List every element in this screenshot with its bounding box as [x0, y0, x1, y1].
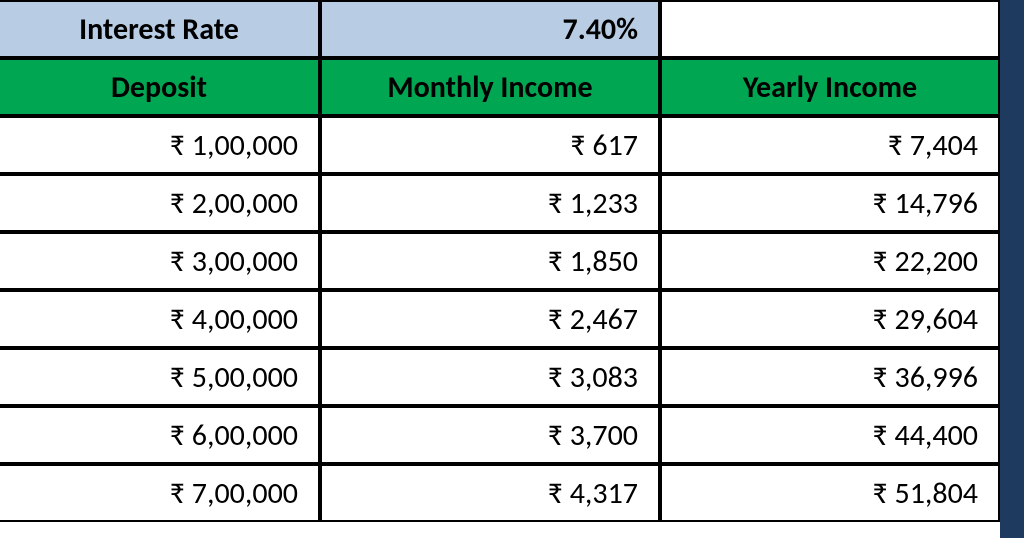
cell-deposit: ₹ 5,00,000 [0, 348, 320, 406]
cell-deposit: ₹ 2,00,000 [0, 174, 320, 232]
cell-deposit: ₹ 4,00,000 [0, 290, 320, 348]
table-row: ₹ 7,00,000 ₹ 4,317 ₹ 51,804 [0, 464, 1000, 522]
cell-yearly: ₹ 51,804 [660, 464, 1000, 522]
side-strip [1000, 0, 1024, 538]
income-table: Interest Rate 7.40% Deposit Monthly Inco… [0, 0, 1000, 522]
cell-deposit: ₹ 7,00,000 [0, 464, 320, 522]
interest-rate-empty [660, 0, 1000, 58]
cell-yearly: ₹ 44,400 [660, 406, 1000, 464]
interest-rate-label: Interest Rate [0, 0, 320, 58]
cell-yearly: ₹ 36,996 [660, 348, 1000, 406]
cell-deposit: ₹ 1,00,000 [0, 116, 320, 174]
table-row: ₹ 3,00,000 ₹ 1,850 ₹ 22,200 [0, 232, 1000, 290]
cell-yearly: ₹ 22,200 [660, 232, 1000, 290]
interest-rate-value: 7.40% [320, 0, 660, 58]
table-row: ₹ 1,00,000 ₹ 617 ₹ 7,404 [0, 116, 1000, 174]
cell-yearly: ₹ 14,796 [660, 174, 1000, 232]
table-row: ₹ 4,00,000 ₹ 2,467 ₹ 29,604 [0, 290, 1000, 348]
column-header-yearly: Yearly Income [660, 58, 1000, 116]
cell-monthly: ₹ 2,467 [320, 290, 660, 348]
cell-monthly: ₹ 3,083 [320, 348, 660, 406]
income-table-container: Interest Rate 7.40% Deposit Monthly Inco… [0, 0, 1000, 522]
table-body: ₹ 1,00,000 ₹ 617 ₹ 7,404 ₹ 2,00,000 ₹ 1,… [0, 116, 1000, 522]
cell-yearly: ₹ 7,404 [660, 116, 1000, 174]
cell-deposit: ₹ 3,00,000 [0, 232, 320, 290]
cell-monthly: ₹ 3,700 [320, 406, 660, 464]
cell-monthly: ₹ 617 [320, 116, 660, 174]
cell-yearly: ₹ 29,604 [660, 290, 1000, 348]
table-row: ₹ 5,00,000 ₹ 3,083 ₹ 36,996 [0, 348, 1000, 406]
cell-monthly: ₹ 1,233 [320, 174, 660, 232]
column-header-monthly: Monthly Income [320, 58, 660, 116]
interest-rate-row: Interest Rate 7.40% [0, 0, 1000, 58]
cell-monthly: ₹ 4,317 [320, 464, 660, 522]
table-row: ₹ 6,00,000 ₹ 3,700 ₹ 44,400 [0, 406, 1000, 464]
column-header-row: Deposit Monthly Income Yearly Income [0, 58, 1000, 116]
cell-deposit: ₹ 6,00,000 [0, 406, 320, 464]
column-header-deposit: Deposit [0, 58, 320, 116]
table-row: ₹ 2,00,000 ₹ 1,233 ₹ 14,796 [0, 174, 1000, 232]
cell-monthly: ₹ 1,850 [320, 232, 660, 290]
